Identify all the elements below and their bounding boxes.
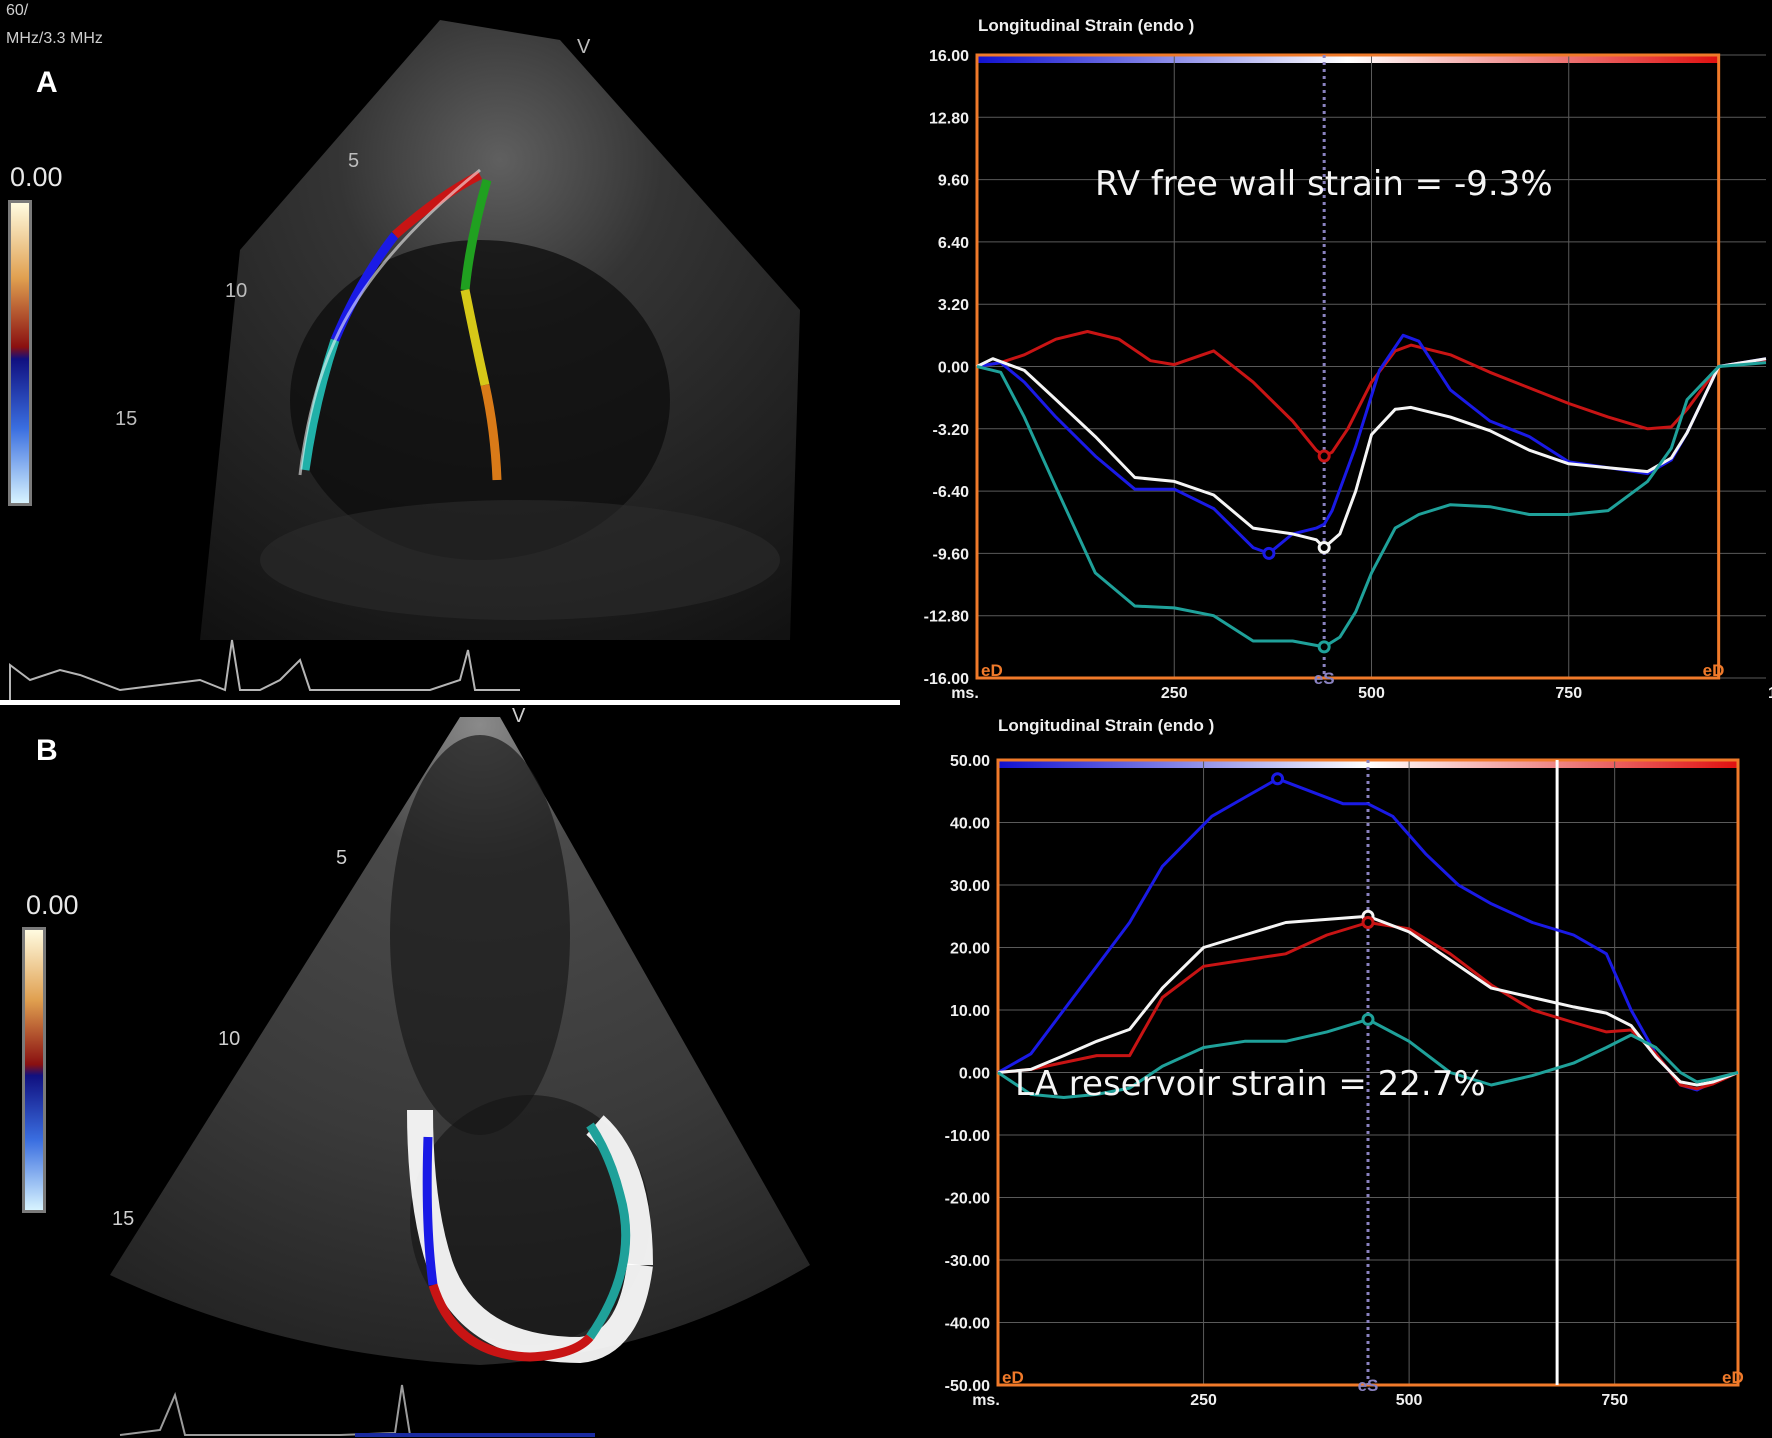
strain-chart-panel-b: Longitudinal Strain (endo ) 50.00 40.00 30.… <box>900 705 1772 1438</box>
colorbar-b <box>22 927 46 1213</box>
series-line-teal <box>997 1017 1739 1099</box>
strain-chart-a: Longitudinal Strain (endo ) 16.00 12.80 9.6… <box>924 16 1772 702</box>
la-tracing-blue <box>422 1136 438 1286</box>
echo-panel-a: 60/ MHz/3.3 MHz A 0.00 5 10 15 V <box>0 0 900 705</box>
depth-label-15-a: 15 <box>115 408 138 430</box>
ecg-trace-a <box>9 639 520 700</box>
septum-tracing-orange <box>480 384 502 481</box>
y-tick-label: -6.40 <box>933 484 970 501</box>
x-unit-label: ms. <box>972 1392 1000 1409</box>
y-tick-label: 6.40 <box>938 235 969 252</box>
chart-title: Longitudinal Strain (endo ) <box>998 716 1214 735</box>
colorbar-a <box>8 200 32 506</box>
y-tick-label: 0.00 <box>959 1066 990 1083</box>
septum-tracing-yellow <box>460 289 490 386</box>
echo-image-b <box>110 717 810 1437</box>
panel-label-a: A <box>36 66 58 99</box>
y-tick-label: 16.00 <box>929 48 969 65</box>
series-line-red <box>976 330 1767 458</box>
peak-point-teal <box>1361 1012 1375 1026</box>
color-scale-strip <box>977 55 1719 63</box>
x-tick-label: 750 <box>1555 685 1582 702</box>
depth-label-10-b: 10 <box>218 1028 241 1050</box>
peak-point-red <box>1361 916 1375 929</box>
marker-ed-end: eD <box>1722 1368 1744 1387</box>
x-tick-label: 500 <box>1358 685 1385 702</box>
chart-title: Longitudinal Strain (endo ) <box>978 16 1194 35</box>
septum-tracing-green <box>460 178 492 291</box>
strain-annotation: LA reservoir strain = 22.7% <box>1015 1064 1486 1104</box>
peak-point-blue <box>1262 546 1276 560</box>
y-tick-label: 9.60 <box>938 173 969 190</box>
marker-es: eS <box>1358 1376 1379 1395</box>
y-tick-label: -30.00 <box>945 1253 990 1270</box>
x-end-label: 100 <box>1768 685 1772 702</box>
x-unit-label: ms. <box>951 685 979 702</box>
echo-panel-b: B 0.00 5 10 15 V <box>0 705 900 1438</box>
depth-label-10-a: 10 <box>225 280 248 302</box>
y-tick-label: 3.20 <box>938 297 969 314</box>
y-tick-label: 20.00 <box>950 941 990 958</box>
marker-ed-start: eD <box>1002 1368 1024 1387</box>
color-scale-strip <box>998 760 1738 768</box>
panel-label-b: B <box>36 734 58 767</box>
depth-label-5-b: 5 <box>336 847 348 869</box>
la-tracing-teal <box>586 1122 631 1340</box>
y-tick-label: 50.00 <box>950 753 990 770</box>
y-tick-label: -16.00 <box>924 671 969 688</box>
depth-label-15-b: 15 <box>112 1208 135 1230</box>
strain-chart-b: Longitudinal Strain (endo ) 50.00 40.00 30.… <box>945 716 1744 1409</box>
y-tick-label: 30.00 <box>950 878 990 895</box>
y-tick-label: 40.00 <box>950 816 990 833</box>
x-tick-label: 250 <box>1190 1392 1217 1409</box>
heart-chamber-a <box>290 240 670 560</box>
colorbar-value-b: 0.00 <box>26 890 79 920</box>
y-tick-label: 0.00 <box>938 360 969 377</box>
y-tick-label: -12.80 <box>924 609 969 626</box>
strain-chart-panel-a: Longitudinal Strain (endo ) 16.00 12.80 9.6… <box>900 0 1772 705</box>
colorbar-value-a: 0.00 <box>10 162 63 192</box>
x-tick-label: 750 <box>1601 1392 1628 1409</box>
echo-image-a <box>0 20 900 705</box>
marker-es: eS <box>1314 669 1335 688</box>
ventricle-cavity-b <box>390 735 570 1135</box>
y-tick-label: -3.20 <box>933 422 970 439</box>
atrium-cavity-b <box>410 1095 650 1345</box>
marker-ed-end: eD <box>1703 661 1725 680</box>
apex-marker-b: V <box>512 705 526 727</box>
marker-ed-start: eD <box>981 661 1003 680</box>
probe-header-line2: MHz/3.3 MHz <box>6 30 103 47</box>
x-tick-label: 500 <box>1396 1392 1423 1409</box>
ecg-trace-b <box>119 1384 500 1436</box>
peak-point-white <box>1317 541 1331 555</box>
probe-header-line1: 60/ <box>6 2 29 19</box>
y-tick-label: -40.00 <box>945 1316 990 1333</box>
peak-point-teal <box>1317 640 1331 654</box>
y-tick-label: -9.60 <box>933 546 970 563</box>
x-tick-label: 250 <box>1161 685 1188 702</box>
y-tick-label: -10.00 <box>945 1128 990 1145</box>
y-tick-label: 10.00 <box>950 1003 990 1020</box>
series-line-teal <box>976 361 1767 649</box>
la-tracing-red <box>428 1283 594 1362</box>
peak-point-red <box>1317 449 1331 463</box>
strain-annotation: RV free wall strain = -9.3% <box>1095 164 1553 204</box>
y-tick-label: -20.00 <box>945 1191 990 1208</box>
rv-tracing-red <box>392 170 483 239</box>
y-tick-label: 12.80 <box>929 110 969 127</box>
y-tick-label: -50.00 <box>945 1378 990 1395</box>
series-line-white <box>997 914 1739 1087</box>
depth-label-5-a: 5 <box>348 150 360 172</box>
peak-point-blue <box>1271 772 1285 786</box>
apex-marker-a: V <box>577 36 591 58</box>
